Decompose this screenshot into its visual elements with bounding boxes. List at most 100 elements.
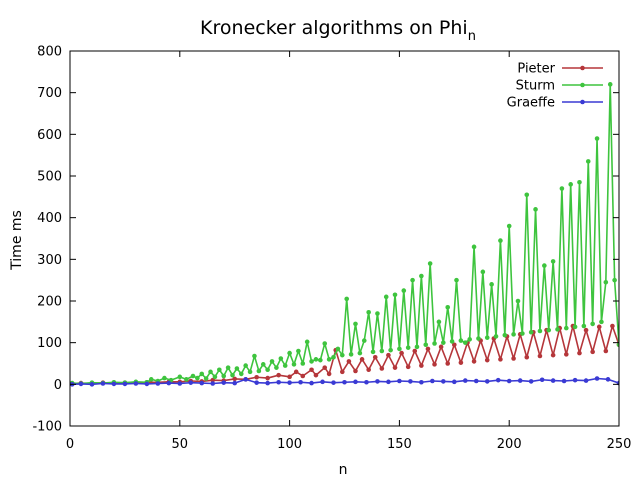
- data-point-sturm: [247, 369, 253, 375]
- data-point-sturm: [318, 357, 323, 363]
- legend-item-graeffe: Graeffe: [507, 96, 603, 111]
- data-point-graeffe: [539, 377, 545, 383]
- data-point-sturm: [603, 279, 609, 285]
- data-point-sturm: [480, 269, 486, 275]
- data-point-graeffe: [462, 378, 468, 383]
- data-point-sturm: [471, 244, 477, 250]
- x-tick-label: 150: [387, 437, 412, 452]
- data-point-graeffe: [166, 380, 172, 386]
- data-point-pieter: [405, 364, 411, 370]
- legend-label-pieter: Pieter: [517, 62, 555, 77]
- data-point-graeffe: [452, 379, 457, 385]
- data-point-sturm: [546, 327, 552, 333]
- y-tick-label: 200: [37, 295, 62, 310]
- data-point-graeffe: [188, 380, 194, 385]
- data-point-sturm: [427, 261, 433, 266]
- legend: Pieter Sturm Graeffe: [507, 62, 603, 111]
- data-point-graeffe: [594, 376, 600, 381]
- data-point-sturm: [520, 331, 525, 336]
- data-point-pieter: [432, 362, 437, 367]
- data-point-sturm: [243, 363, 248, 368]
- data-point-sturm: [340, 352, 345, 358]
- data-point-pieter: [596, 324, 602, 330]
- data-point-pieter: [372, 354, 378, 360]
- data-point-pieter: [276, 372, 281, 378]
- data-point-graeffe: [506, 378, 512, 384]
- data-point-pieter: [392, 365, 398, 370]
- data-point-sturm: [515, 298, 521, 304]
- data-point-graeffe: [221, 380, 227, 385]
- data-point-sturm: [542, 263, 547, 268]
- data-point-graeffe: [298, 379, 303, 385]
- series-sturm: [70, 82, 619, 386]
- data-point-graeffe: [265, 380, 270, 386]
- data-point-sturm: [432, 341, 437, 346]
- data-point-sturm: [234, 366, 240, 371]
- data-point-pieter: [524, 354, 530, 360]
- data-point-pieter: [366, 367, 371, 373]
- data-point-pieter: [326, 371, 332, 377]
- data-point-pieter: [340, 369, 345, 375]
- data-point-sturm: [357, 350, 363, 356]
- data-point-pieter: [537, 353, 543, 359]
- plot-frame: [69, 50, 620, 427]
- data-point-graeffe: [78, 381, 84, 387]
- data-point-graeffe: [320, 379, 325, 385]
- data-point-sturm: [238, 371, 244, 377]
- data-point-sturm: [326, 357, 332, 362]
- data-point-sturm: [388, 347, 393, 353]
- data-point-sturm: [577, 179, 582, 185]
- data-point-graeffe: [199, 380, 205, 386]
- data-point-sturm: [581, 323, 587, 329]
- legend-marker-graeffe: [580, 99, 585, 105]
- data-point-sturm: [594, 136, 600, 141]
- data-point-pieter: [583, 327, 589, 333]
- data-point-sturm: [555, 327, 560, 332]
- data-point-sturm: [599, 319, 604, 325]
- data-point-sturm: [436, 319, 442, 325]
- series-graeffe: [70, 376, 619, 387]
- chart-title: Kronecker algorithms on Phin: [200, 17, 476, 44]
- data-point-sturm: [379, 348, 385, 354]
- data-point-sturm: [493, 334, 499, 339]
- data-point-graeffe: [243, 377, 248, 382]
- data-point-sturm: [274, 365, 279, 370]
- data-point-sturm: [498, 238, 503, 243]
- data-point-sturm: [260, 362, 266, 367]
- data-point-pieter: [313, 372, 319, 378]
- data-point-sturm: [208, 369, 213, 375]
- y-tick-label: 800: [37, 45, 62, 60]
- data-point-graeffe: [287, 380, 292, 385]
- data-point-graeffe: [100, 381, 106, 386]
- data-point-sturm: [458, 338, 464, 343]
- data-point-sturm: [401, 288, 407, 293]
- data-point-sturm: [559, 186, 565, 191]
- data-point-sturm: [230, 372, 235, 378]
- data-point-sturm: [383, 294, 389, 300]
- data-point-sturm: [269, 359, 275, 364]
- data-point-sturm: [162, 375, 167, 381]
- data-point-sturm: [195, 375, 200, 381]
- data-point-sturm: [300, 361, 306, 366]
- data-point-sturm: [296, 348, 301, 354]
- data-point-sturm: [397, 346, 402, 352]
- data-point-sturm: [304, 339, 310, 345]
- x-tick-label: 0: [66, 437, 74, 452]
- x-tick-label: 250: [607, 437, 632, 452]
- legend-marker-sturm: [580, 82, 585, 88]
- data-point-graeffe: [473, 378, 479, 384]
- data-point-pieter: [550, 352, 556, 358]
- data-point-graeffe: [386, 379, 391, 385]
- data-point-sturm: [217, 367, 222, 373]
- y-tick-label: 0: [54, 378, 62, 393]
- data-point-sturm: [419, 273, 424, 279]
- data-point-graeffe: [561, 378, 567, 384]
- data-point-graeffe: [353, 379, 358, 385]
- plot-area: [70, 82, 619, 387]
- data-point-pieter: [438, 344, 444, 350]
- data-point-pieter: [458, 360, 464, 365]
- data-point-sturm: [528, 329, 534, 335]
- data-point-sturm: [502, 332, 508, 338]
